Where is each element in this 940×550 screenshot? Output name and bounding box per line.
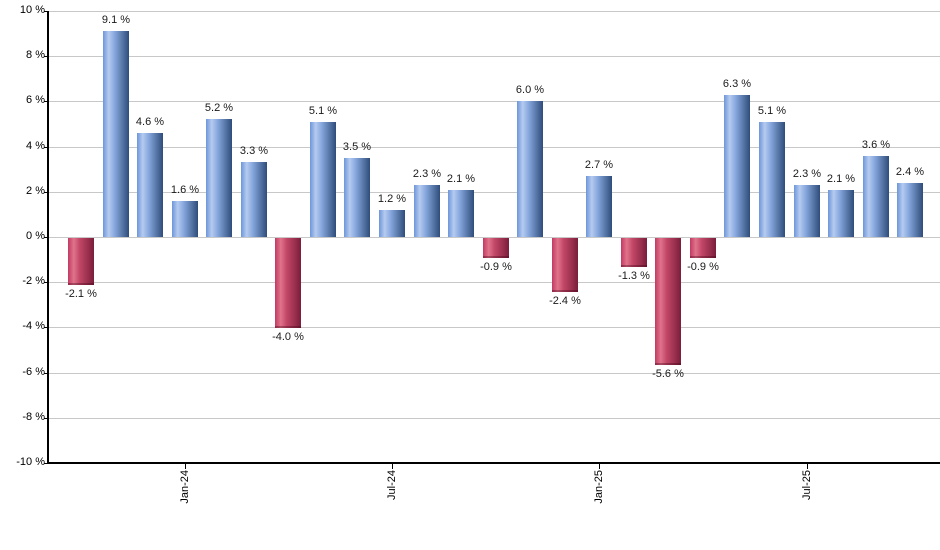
bar [414, 185, 440, 237]
bar [172, 201, 198, 237]
y-axis-tick [44, 147, 48, 148]
bar [483, 238, 509, 258]
bar-value-label: 5.1 % [308, 105, 338, 117]
bar [724, 95, 750, 237]
y-axis-label: 2 % [26, 185, 45, 197]
x-axis-label: Jan-25 [593, 470, 605, 504]
bar-value-label: 6.0 % [515, 84, 545, 96]
bar [586, 176, 612, 237]
bar-value-label: 1.6 % [170, 184, 200, 196]
y-axis-tick [44, 11, 48, 12]
bar-value-label: -0.9 % [687, 261, 719, 273]
bar-value-label: 2.3 % [412, 168, 442, 180]
y-axis-label: -6 % [22, 366, 45, 378]
x-axis-label: Jul-25 [801, 470, 813, 500]
y-axis-tick [44, 373, 48, 374]
bar [863, 156, 889, 237]
bar-value-label: 9.1 % [101, 14, 131, 26]
bar-value-label: 2.7 % [584, 159, 614, 171]
gridline [48, 282, 940, 283]
bar-value-label: 3.6 % [861, 139, 891, 151]
gridline [48, 237, 940, 238]
bar [690, 238, 716, 258]
bar [759, 122, 785, 237]
x-axis-tick [599, 464, 600, 469]
y-axis-label: -8 % [22, 411, 45, 423]
bar [621, 238, 647, 267]
bar [68, 238, 94, 285]
gridline [48, 373, 940, 374]
bar-value-label: 2.3 % [792, 168, 822, 180]
bar [275, 238, 301, 328]
gridline [48, 11, 940, 12]
bar [794, 185, 820, 237]
gridline [48, 327, 940, 328]
y-axis-tick [44, 418, 48, 419]
bar-value-label: -0.9 % [480, 261, 512, 273]
x-axis-line [47, 462, 940, 464]
y-axis-tick [44, 463, 48, 464]
bar-value-label: 3.5 % [342, 141, 372, 153]
x-axis-label: Jan-24 [179, 470, 191, 504]
y-axis-tick [44, 237, 48, 238]
bar-value-label: -4.0 % [272, 331, 304, 343]
bar [655, 238, 681, 365]
bar [552, 238, 578, 292]
bar [310, 122, 336, 237]
gridline [48, 101, 940, 102]
bar-value-label: -2.1 % [65, 288, 97, 300]
bar-value-label: -5.6 % [652, 368, 684, 380]
bar-value-label: 2.1 % [826, 173, 856, 185]
bar-value-label: 2.1 % [446, 173, 476, 185]
bar [206, 119, 232, 237]
y-axis-label: -2 % [22, 275, 45, 287]
gridline [48, 418, 940, 419]
bar-value-label: 4.6 % [135, 116, 165, 128]
bar-value-label: 1.2 % [377, 193, 407, 205]
bar-value-label: 2.4 % [895, 166, 925, 178]
y-axis-tick [44, 56, 48, 57]
bar [103, 31, 129, 237]
bar-value-label: 6.3 % [722, 78, 752, 90]
x-axis-tick [392, 464, 393, 469]
bar [137, 133, 163, 237]
gridline [48, 192, 940, 193]
bar-value-label: -2.4 % [549, 295, 581, 307]
y-axis-label: 4 % [26, 140, 45, 152]
bar [448, 190, 474, 237]
y-axis-tick [44, 101, 48, 102]
bar [897, 183, 923, 237]
y-axis-tick [44, 282, 48, 283]
y-axis-label: 10 % [19, 4, 45, 16]
bar-value-label: 5.1 % [757, 105, 787, 117]
gridline [48, 56, 940, 57]
bar-value-label: 3.3 % [239, 145, 269, 157]
bar-value-label: 5.2 % [204, 102, 234, 114]
y-axis-label: -10 % [16, 456, 45, 468]
y-axis-label: 6 % [26, 94, 45, 106]
y-axis-tick [44, 192, 48, 193]
bar-value-label: -1.3 % [618, 270, 650, 282]
bar [344, 158, 370, 237]
y-axis-label: 8 % [26, 49, 45, 61]
bar [241, 162, 267, 237]
gridline [48, 147, 940, 148]
y-axis-label: -4 % [22, 320, 45, 332]
x-axis-label: Jul-24 [386, 470, 398, 500]
x-axis-tick [185, 464, 186, 469]
bar [379, 210, 405, 237]
y-axis-tick [44, 327, 48, 328]
y-axis-line [47, 11, 49, 464]
y-axis-label: 0 % [26, 230, 45, 242]
x-axis-tick [807, 464, 808, 469]
bar [828, 190, 854, 237]
bar [517, 101, 543, 237]
